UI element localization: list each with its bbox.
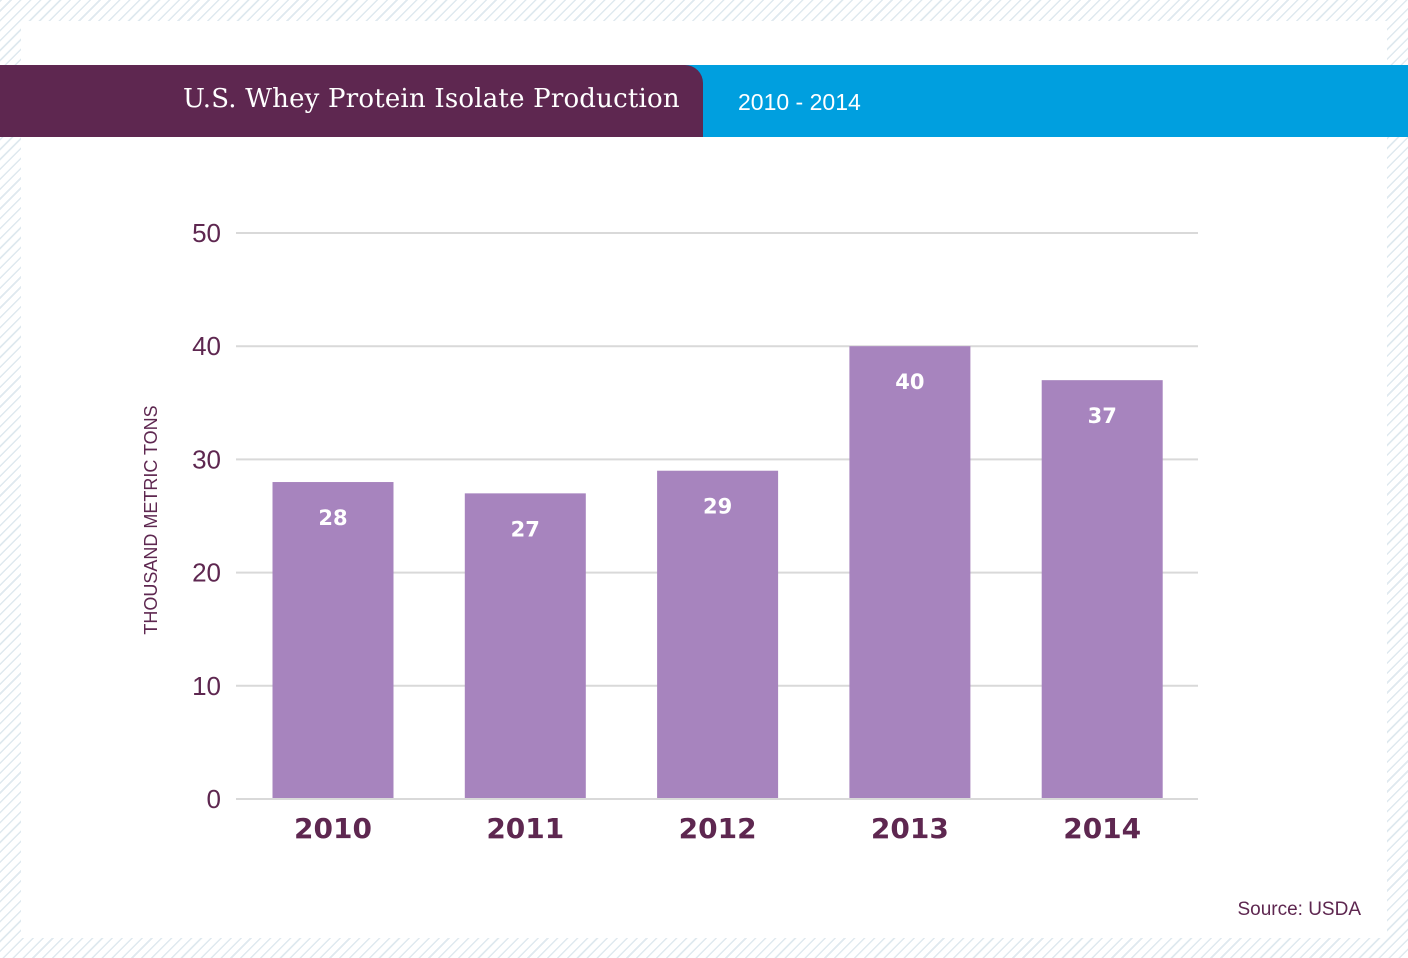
x-tick-label: 2013	[871, 812, 949, 845]
bar-2011	[464, 493, 586, 799]
bar-2010	[272, 482, 394, 799]
y-axis-title: THOUSAND METRIC TONS	[141, 405, 161, 634]
data-label: 27	[511, 517, 540, 541]
x-tick-label: 2010	[294, 812, 372, 845]
x-tick-label: 2012	[679, 812, 757, 845]
bar-2013	[849, 346, 971, 799]
data-label: 37	[1088, 404, 1117, 428]
title-band	[0, 65, 703, 137]
y-tick-label: 20	[192, 558, 221, 588]
x-tick-label: 2014	[1063, 812, 1141, 845]
y-tick-label: 10	[192, 671, 221, 701]
data-label: 28	[318, 506, 347, 530]
y-tick-label: 50	[192, 218, 221, 248]
data-label: 29	[703, 495, 732, 519]
y-tick-label: 40	[192, 331, 221, 361]
chart-title: U.S. Whey Protein Isolate Production	[183, 84, 680, 114]
source-note: Source: USDA	[1237, 899, 1361, 920]
bar-2014	[1041, 380, 1163, 799]
y-tick-label: 30	[192, 444, 221, 474]
y-tick-label: 0	[207, 784, 221, 814]
chart-period: 2010 - 2014	[738, 89, 861, 115]
x-tick-label: 2011	[486, 812, 564, 845]
bar-2012	[657, 470, 779, 799]
data-label: 40	[895, 370, 924, 394]
